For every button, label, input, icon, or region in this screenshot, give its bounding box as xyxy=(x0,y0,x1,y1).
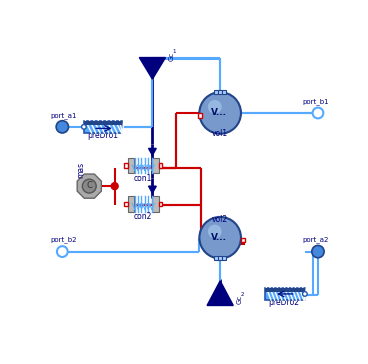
Bar xyxy=(128,196,134,211)
Bar xyxy=(84,121,123,124)
Text: Gc: Gc xyxy=(169,51,174,61)
Circle shape xyxy=(82,124,86,129)
Text: vol1: vol1 xyxy=(212,129,228,138)
Bar xyxy=(241,238,245,242)
Circle shape xyxy=(199,92,241,134)
Bar xyxy=(124,163,128,168)
Bar xyxy=(215,90,218,94)
Text: C: C xyxy=(86,181,92,190)
Circle shape xyxy=(208,100,222,114)
Polygon shape xyxy=(149,186,156,193)
Text: 2: 2 xyxy=(240,292,244,297)
Circle shape xyxy=(312,245,324,258)
FancyBboxPatch shape xyxy=(84,121,123,133)
Circle shape xyxy=(199,217,241,258)
Circle shape xyxy=(111,183,118,190)
Text: V...: V... xyxy=(211,108,227,117)
Polygon shape xyxy=(149,149,156,155)
Circle shape xyxy=(57,246,68,257)
Text: vol2: vol2 xyxy=(212,215,228,224)
FancyBboxPatch shape xyxy=(265,288,305,300)
Bar xyxy=(265,288,305,292)
Bar xyxy=(159,202,162,206)
Circle shape xyxy=(208,225,222,238)
Polygon shape xyxy=(139,58,166,79)
Bar xyxy=(159,163,162,168)
Bar xyxy=(198,113,202,118)
Bar xyxy=(218,256,222,260)
Text: con1: con1 xyxy=(133,174,152,183)
Text: con2: con2 xyxy=(133,212,152,221)
Circle shape xyxy=(312,108,323,118)
Text: port_b2: port_b2 xyxy=(51,237,77,243)
Bar xyxy=(218,90,222,94)
Polygon shape xyxy=(207,281,233,305)
Bar xyxy=(124,202,128,206)
Text: port_a2: port_a2 xyxy=(302,237,329,243)
Polygon shape xyxy=(77,174,101,198)
Text: 1: 1 xyxy=(173,49,176,54)
Circle shape xyxy=(56,121,68,133)
Circle shape xyxy=(302,292,307,296)
Bar xyxy=(152,158,159,173)
Text: port_a1: port_a1 xyxy=(51,112,77,119)
Circle shape xyxy=(82,179,96,193)
Bar xyxy=(215,256,218,260)
Text: preDro2: preDro2 xyxy=(268,298,299,308)
Bar xyxy=(222,256,226,260)
Text: port_b1: port_b1 xyxy=(302,98,329,105)
Text: V...: V... xyxy=(211,233,227,242)
Bar xyxy=(222,90,226,94)
Bar xyxy=(152,196,159,211)
Text: Gc: Gc xyxy=(236,295,243,304)
Text: preDro1: preDro1 xyxy=(87,131,118,140)
Bar xyxy=(128,158,134,173)
Text: mas: mas xyxy=(76,162,85,178)
